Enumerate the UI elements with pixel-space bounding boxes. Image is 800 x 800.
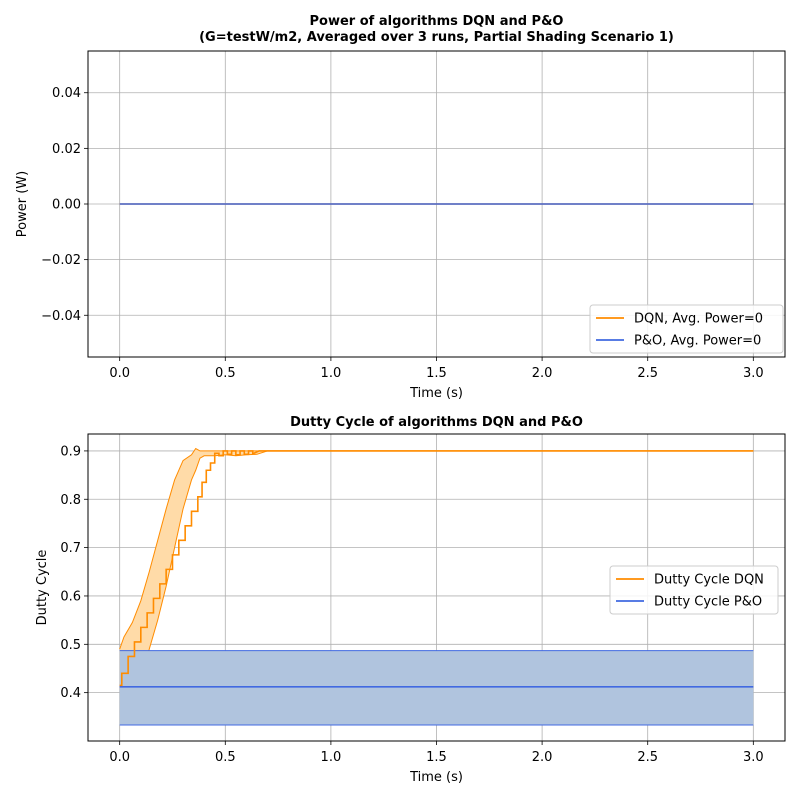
y-tick-label: 0.4 — [60, 686, 81, 701]
po-legend-label: P&O, Avg. Power=0 — [634, 334, 761, 349]
y-tick-label: 0.9 — [60, 444, 81, 459]
legend-box — [589, 304, 784, 354]
x-tick-label: 1.0 — [321, 750, 342, 765]
y-tick-label: 0.00 — [52, 198, 81, 213]
x-tick-label: 1.5 — [426, 366, 447, 381]
y-tick-label: 0.5 — [60, 638, 81, 653]
y-axis-label: Dutty Cycle — [35, 550, 50, 626]
x-tick-label: 2.0 — [532, 366, 553, 381]
duty-cycle-chart: 0.0 0.5 1.0 1.5 2.0 2.5 3.0 0.4 0.5 0.6 0.7 0.8 0.9 T… — [35, 415, 786, 785]
x-tick-label: 0.5 — [215, 366, 236, 381]
dqn-legend-label: DQN, Avg. Power=0 — [634, 312, 763, 327]
x-tick-label: 3.0 — [743, 750, 764, 765]
chart-title: Power of algorithms DQN and P&O — [310, 14, 564, 29]
y-tick-label: 0.6 — [60, 589, 81, 604]
y-tick-label: 0.8 — [60, 493, 81, 508]
y-tick-label: 0.7 — [60, 541, 81, 556]
chart-subtitle: (G=testW/m2, Averaged over 3 runs, Parti… — [199, 30, 674, 45]
y-axis-label: Power (W) — [15, 171, 30, 237]
y-tick-label: −0.02 — [41, 253, 81, 268]
x-tick-label: 1.5 — [426, 750, 447, 765]
dqn-legend-label: Dutty Cycle DQN — [654, 573, 764, 588]
x-tick-label: 2.5 — [637, 366, 658, 381]
legend: DQN, Avg. Power=0 P&O, Avg. Power=0 — [589, 304, 784, 354]
y-tick-label: −0.04 — [41, 309, 81, 324]
plot-area — [119, 447, 754, 726]
x-tick-label: 2.5 — [637, 750, 658, 765]
dqn-band — [119, 448, 754, 688]
dqn-series-line — [119, 450, 754, 687]
x-tick-label: 0.0 — [109, 366, 130, 381]
y-tick-label: 0.02 — [52, 142, 81, 157]
x-axis-label: Time (s) — [409, 386, 463, 401]
power-chart: 0.0 0.5 1.0 1.5 2.0 2.5 3.0 −0.04 −0.02 0.00 0.02 0… — [15, 14, 786, 401]
x-tick-label: 1.0 — [321, 366, 342, 381]
legend-box — [609, 565, 779, 615]
legend: Dutty Cycle DQN Dutty Cycle P&O — [609, 565, 779, 615]
y-tick-label: 0.04 — [52, 86, 81, 101]
x-tick-label: 0.5 — [215, 750, 236, 765]
x-tick-label: 2.0 — [532, 750, 553, 765]
po-legend-label: Dutty Cycle P&O — [654, 595, 762, 610]
x-tick-label: 3.0 — [743, 366, 764, 381]
po-band — [119, 650, 754, 726]
chart-title: Dutty Cycle of algorithms DQN and P&O — [290, 415, 583, 430]
x-axis-label: Time (s) — [409, 770, 463, 785]
x-tick-label: 0.0 — [109, 750, 130, 765]
